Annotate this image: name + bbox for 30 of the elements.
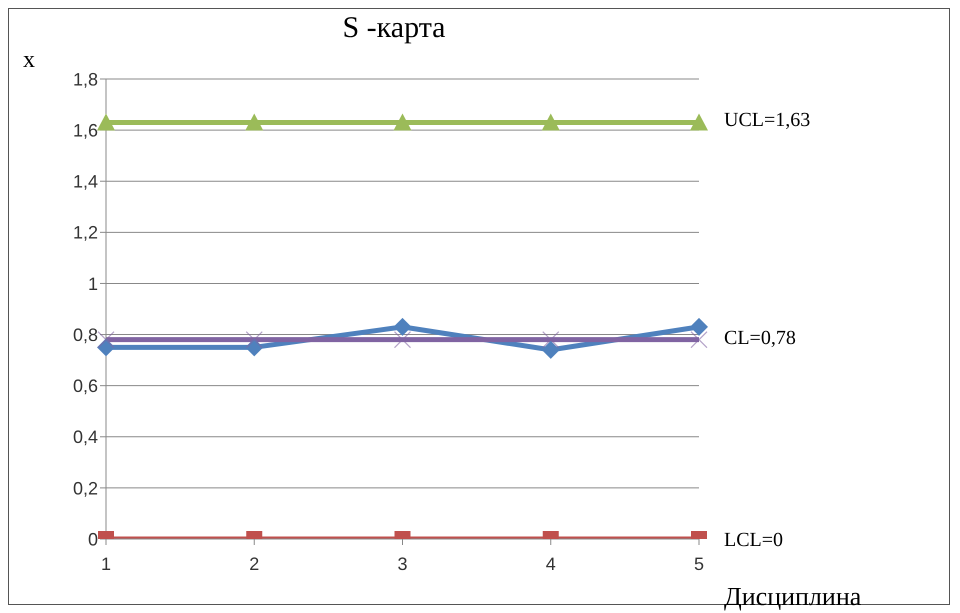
- text: UCL=1,63: [724, 109, 810, 132]
- y-tick-label: 0,8: [72, 324, 98, 345]
- point: [542, 340, 560, 359]
- y-tick-label: 0,4: [72, 427, 98, 448]
- x-axis-title: Дисциплина: [724, 582, 862, 612]
- point: [690, 113, 708, 130]
- x-tick-label: 3: [397, 554, 408, 574]
- x-tick-label: 1: [100, 554, 112, 574]
- y-tick-label: 0,2: [72, 478, 98, 498]
- x-tick-label: 5: [694, 554, 704, 574]
- point: [394, 318, 412, 336]
- x-tick-label: 2: [249, 554, 260, 574]
- y-tick-label: 1,8: [72, 69, 98, 90]
- y-tick-label: 1,2: [72, 222, 98, 243]
- y-tick-label: 0,6: [72, 376, 98, 396]
- x-tick-label: 4: [546, 554, 556, 574]
- point: [245, 113, 264, 130]
- point: [97, 113, 115, 130]
- point: [394, 113, 412, 130]
- y-tick-label: 1,4: [72, 172, 98, 192]
- y-axis-title: x: [23, 47, 35, 74]
- point: [690, 318, 708, 336]
- point: [97, 338, 115, 356]
- y-tick-label: 0: [88, 529, 98, 550]
- text: LCL=0: [724, 529, 784, 552]
- text: CL=0,78: [724, 327, 796, 350]
- chart-title: S -карта: [341, 11, 446, 45]
- y-tick-label: 1,6: [72, 120, 98, 140]
- y-tick-label: 1: [88, 274, 98, 294]
- point: [542, 113, 560, 130]
